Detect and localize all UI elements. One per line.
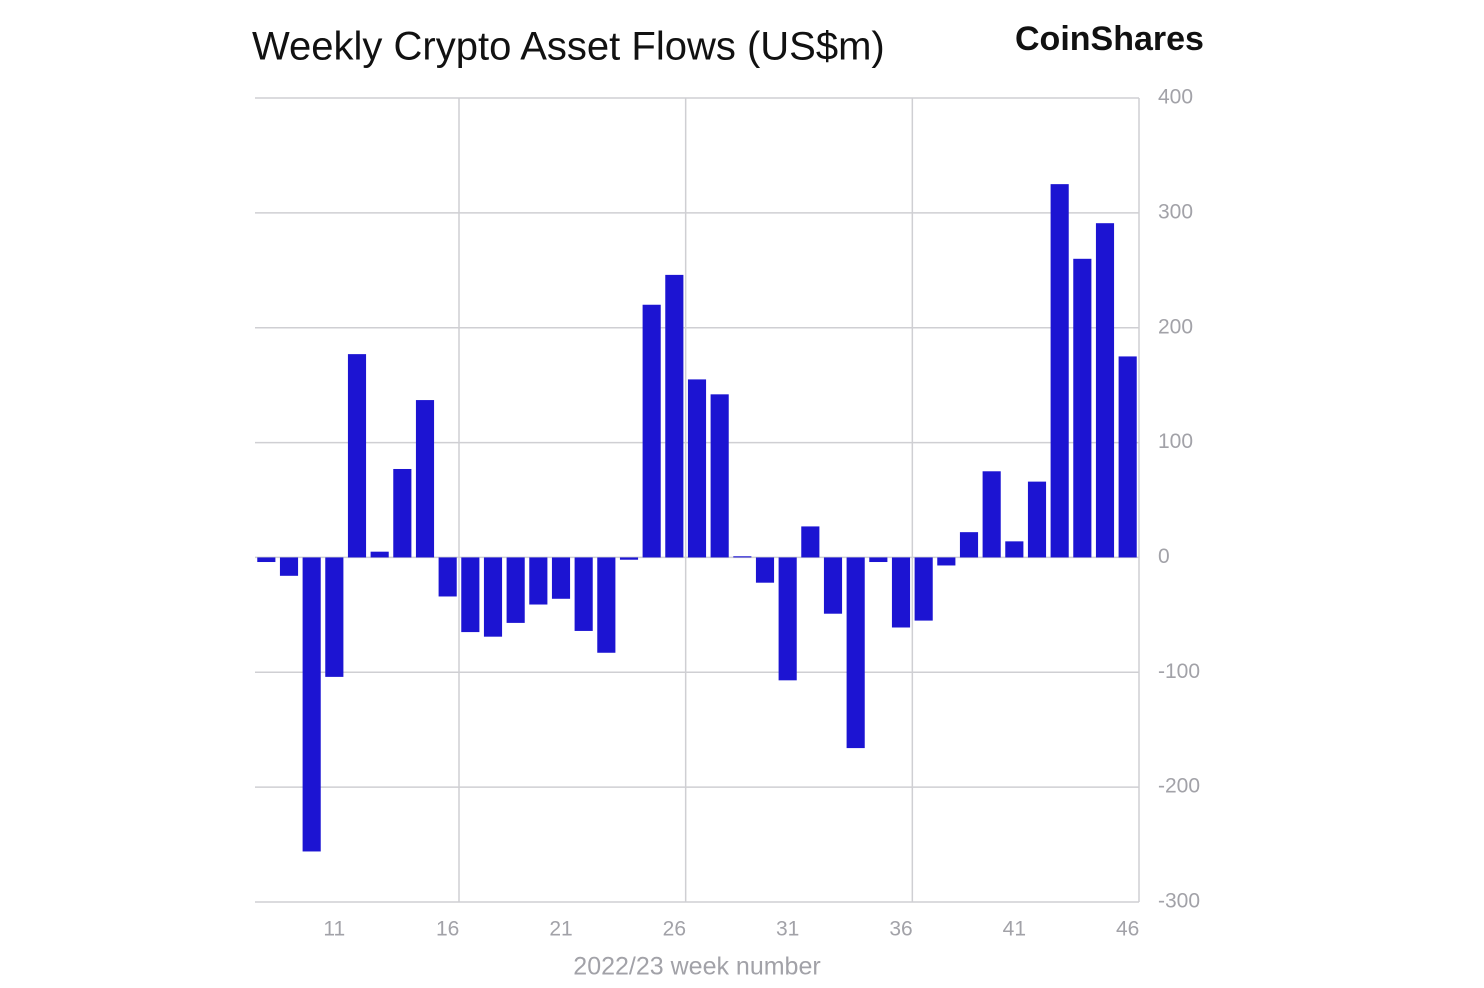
bar	[370, 551, 389, 558]
bar	[1005, 541, 1024, 558]
bar	[1118, 356, 1137, 558]
bar	[1027, 481, 1047, 558]
x-tick-label: 21	[549, 918, 572, 941]
bar	[1073, 258, 1092, 558]
y-tick-label: -200	[1158, 775, 1200, 798]
bar	[823, 557, 843, 614]
y-tick-label: -300	[1158, 890, 1200, 913]
bar	[665, 274, 684, 558]
y-tick-label: -100	[1158, 660, 1200, 683]
y-tick-label: 100	[1158, 430, 1193, 453]
brand-logo: CoinShares	[1015, 20, 1204, 58]
bar	[461, 557, 480, 633]
bar	[257, 557, 276, 563]
x-tick-label: 46	[1116, 918, 1139, 941]
bar	[733, 556, 752, 558]
bar	[869, 557, 888, 563]
bar	[914, 557, 933, 621]
y-tick-label: 0	[1158, 545, 1170, 568]
bar	[529, 557, 548, 605]
bar	[279, 557, 299, 576]
bar	[1095, 223, 1115, 558]
bar	[959, 532, 979, 558]
y-tick-label: 200	[1158, 315, 1193, 338]
bar	[325, 557, 344, 677]
bar	[506, 557, 525, 623]
x-tick-label: 16	[436, 918, 459, 941]
bar	[415, 400, 435, 558]
bar	[937, 557, 956, 566]
bar	[551, 557, 571, 599]
x-tick-label: 31	[776, 918, 799, 941]
chart-title: Weekly Crypto Asset Flows (US$m)	[252, 25, 885, 69]
bar	[393, 468, 412, 558]
bar	[1050, 184, 1069, 558]
bar	[846, 557, 865, 749]
bar	[801, 526, 820, 558]
x-tick-label: 36	[889, 918, 912, 941]
y-tick-label: 400	[1158, 86, 1193, 109]
x-axis-label: 2022/23 week number	[573, 953, 820, 981]
bar	[483, 557, 503, 637]
bar	[710, 394, 729, 558]
x-tick-label: 41	[1003, 918, 1026, 941]
bar	[597, 557, 616, 653]
bar	[619, 557, 639, 560]
x-tick-label: 11	[323, 918, 345, 941]
bar	[891, 557, 911, 628]
bar	[347, 354, 367, 558]
bar	[438, 557, 457, 597]
bar	[642, 304, 661, 558]
bar	[982, 471, 1001, 558]
bar	[302, 557, 321, 852]
x-tick-label: 26	[663, 918, 686, 941]
bar	[574, 557, 593, 631]
bar	[755, 557, 775, 583]
y-tick-label: 300	[1158, 200, 1193, 223]
bar	[687, 379, 707, 558]
bar	[778, 557, 797, 681]
